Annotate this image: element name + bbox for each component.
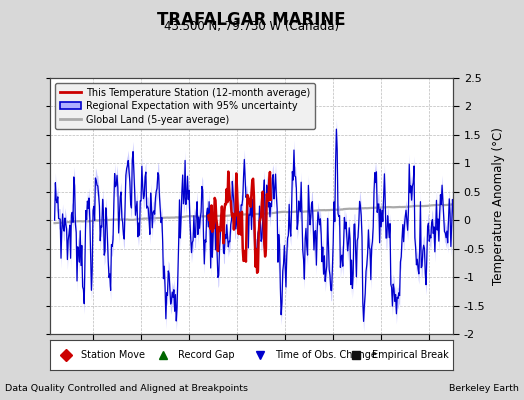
- Text: 43.500 N, 79.730 W (Canada): 43.500 N, 79.730 W (Canada): [164, 20, 339, 33]
- Text: Berkeley Earth: Berkeley Earth: [449, 384, 519, 393]
- Legend: This Temperature Station (12-month average), Regional Expectation with 95% uncer: This Temperature Station (12-month avera…: [54, 83, 315, 129]
- Text: Data Quality Controlled and Aligned at Breakpoints: Data Quality Controlled and Aligned at B…: [5, 384, 248, 393]
- Text: TRAFALGAR MARINE: TRAFALGAR MARINE: [157, 11, 346, 29]
- Text: Empirical Break: Empirical Break: [372, 350, 449, 360]
- Y-axis label: Temperature Anomaly (°C): Temperature Anomaly (°C): [492, 127, 505, 285]
- Text: Station Move: Station Move: [81, 350, 145, 360]
- Text: Record Gap: Record Gap: [178, 350, 235, 360]
- Text: Time of Obs. Change: Time of Obs. Change: [275, 350, 377, 360]
